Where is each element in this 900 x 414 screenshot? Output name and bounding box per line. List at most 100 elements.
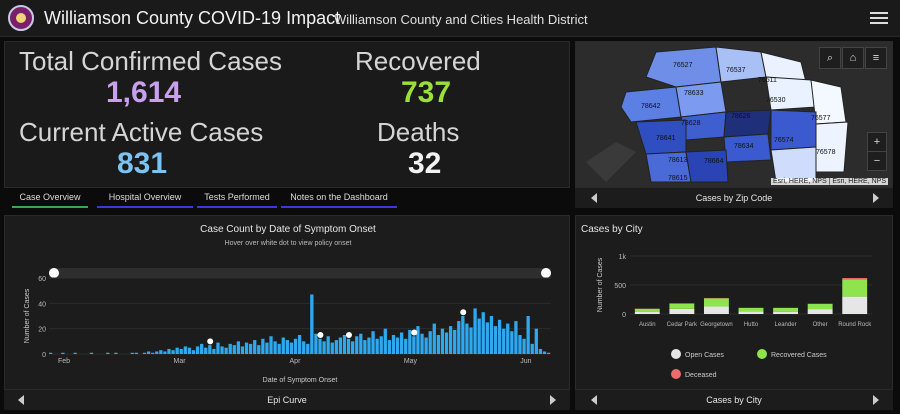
epi-bar [273, 341, 277, 354]
total-cases-label: Total Confirmed Cases [19, 46, 282, 76]
tab-hospital-overview[interactable]: Hospital Overview [97, 188, 193, 208]
epi-bar [155, 351, 159, 354]
tab-case-overview[interactable]: Case Overview [12, 188, 88, 208]
zip-label: 78628 [681, 120, 701, 127]
zip-label: 76577 [811, 115, 831, 122]
epi-bar [253, 340, 257, 354]
map-legend-icon[interactable]: ≡ [865, 47, 887, 69]
epi-bar [542, 351, 547, 354]
tab-tests-performed[interactable]: Tests Performed [197, 188, 277, 208]
zip-label: 78641 [656, 135, 676, 142]
x-tick-label: Apr [290, 358, 302, 365]
epi-bar [502, 328, 506, 354]
epi-bar [444, 332, 449, 354]
map-search-icon[interactable]: ⌕ [819, 47, 841, 69]
epi-bar [195, 346, 200, 354]
epi-bar [497, 319, 502, 354]
epi-bar [338, 337, 343, 354]
epi-bar [232, 345, 236, 354]
zip-map[interactable]: 76527 76537 76511 78642 78633 76530 7862… [576, 42, 893, 188]
epi-bar [469, 327, 473, 354]
menu-icon[interactable] [870, 9, 888, 27]
epi-bar [522, 338, 526, 354]
epi-bar [322, 341, 326, 354]
epi-bar [130, 352, 134, 354]
epi-bar [546, 352, 551, 354]
page-subtitle: Williamson County and Cities Health Dist… [334, 12, 588, 27]
zip-label: 78634 [734, 143, 754, 150]
policy-dot [411, 329, 418, 336]
district-logo [8, 5, 34, 31]
active-cases-value: 831 [117, 147, 168, 180]
zip-label: 76578 [816, 149, 836, 156]
epi-bar [448, 326, 453, 354]
page-title: Williamson County COVID-19 Impact [44, 8, 341, 28]
epi-bar [399, 332, 404, 354]
epi-bar [334, 340, 338, 354]
city-bar-segment [738, 307, 764, 312]
policy-dot [345, 332, 352, 338]
epi-prev-arrow[interactable] [18, 395, 24, 405]
epi-next-arrow[interactable] [550, 395, 556, 405]
epi-bar [302, 341, 306, 354]
epi-bar [440, 328, 445, 354]
slider-handle-left [49, 268, 59, 278]
legend-swatch [671, 349, 681, 359]
epi-bar [89, 352, 94, 354]
epi-bar [514, 321, 518, 354]
epi-bar [387, 340, 392, 354]
epi-bar [330, 342, 334, 354]
city-footer-label: Cases by City [706, 395, 762, 405]
epi-bar [391, 335, 396, 354]
zip-label: 78615 [668, 175, 688, 182]
epi-bar [61, 352, 65, 354]
y-tick-label: 60 [38, 276, 46, 283]
epi-bar [293, 338, 298, 354]
zip-label: 78626 [731, 113, 751, 120]
total-cases-value: 1,614 [106, 76, 182, 109]
zip-label: 78633 [684, 90, 704, 97]
epi-bar [355, 336, 359, 354]
epi-bar [297, 335, 302, 354]
city-next-arrow[interactable] [873, 395, 879, 405]
epi-bar [506, 323, 510, 354]
x-tick-label: Cedar Park [667, 322, 698, 328]
epi-bar [146, 351, 151, 354]
city-chart[interactable]: 0 500 1k Number of Cases Austin Cedar Park Geo… [576, 216, 894, 391]
epi-bar [310, 294, 314, 354]
epi-bar [510, 331, 514, 354]
zip-label: 76511 [758, 77, 777, 84]
zip-map-panel[interactable]: 76527 76537 76511 78642 78633 76530 7862… [575, 41, 893, 188]
epi-bar [359, 333, 363, 354]
epi-bar [106, 352, 110, 354]
epi-bar [285, 340, 289, 354]
map-home-icon[interactable]: ⌂ [842, 47, 864, 69]
map-prev-arrow[interactable] [591, 193, 597, 203]
zip-label: 78613 [668, 157, 688, 164]
zoom-out-button[interactable]: − [867, 151, 887, 171]
epi-bar [477, 318, 481, 354]
epi-bar [236, 341, 241, 354]
zoom-in-button[interactable]: + [867, 132, 887, 152]
epi-bar [204, 347, 208, 354]
epi-bar [420, 333, 424, 354]
x-tick-label: Other [813, 322, 828, 328]
city-prev-arrow[interactable] [591, 395, 597, 405]
city-bar-segment [703, 298, 729, 307]
city-bar-segment [669, 308, 695, 314]
x-tick-label: Georgetown [700, 322, 733, 328]
deaths-label: Deaths [377, 117, 460, 147]
city-bar-segment [773, 311, 799, 314]
city-bar-segment [842, 296, 868, 314]
epi-bar [481, 312, 485, 354]
city-footer: Cases by City [575, 390, 893, 410]
map-next-arrow[interactable] [873, 193, 879, 203]
epi-title: Case Count by Date of Symptom Onset [200, 224, 376, 235]
epi-hint: Hover over white dot to view policy onse… [224, 240, 352, 247]
tab-notes[interactable]: Notes on the Dashboard [281, 188, 397, 208]
epi-bar [163, 351, 167, 354]
epi-chart[interactable]: 0 20 40 60 Feb Mar Apr May Jun Date of Symptom On… [5, 216, 571, 391]
epi-bar [493, 326, 498, 354]
epi-bar [379, 336, 383, 354]
epi-bar [428, 331, 432, 354]
